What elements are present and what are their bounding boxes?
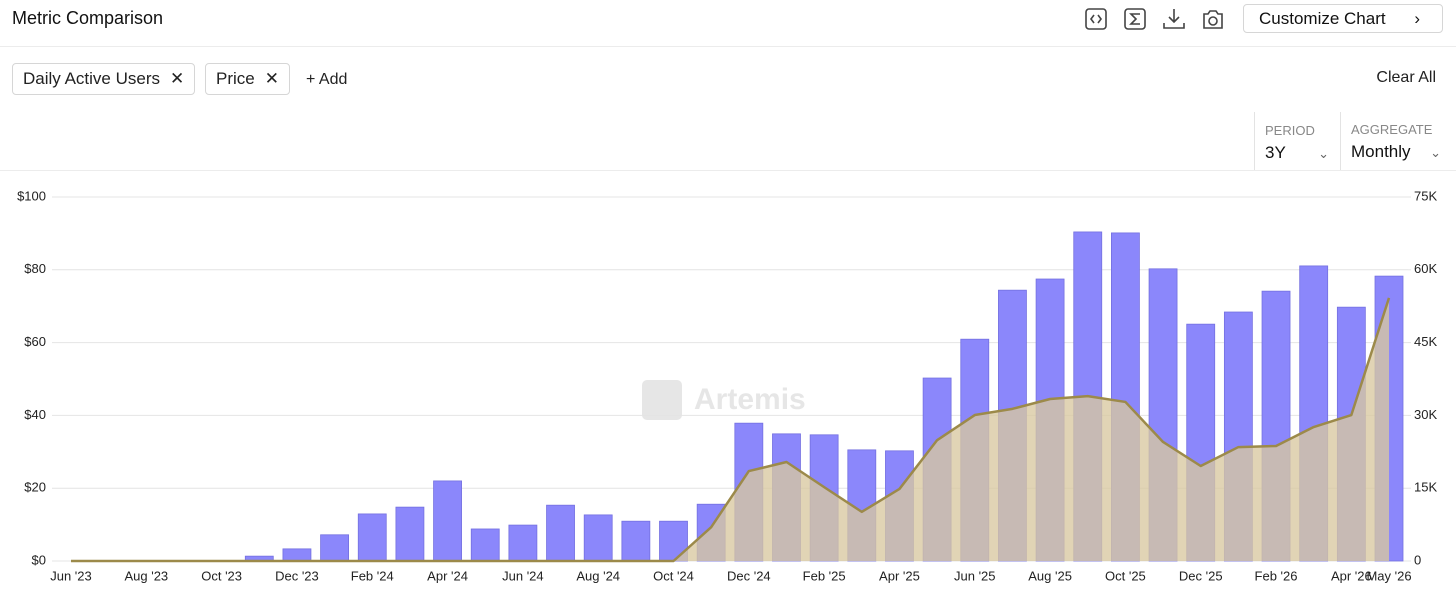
- bar: [357, 513, 387, 562]
- chevron: ⌄: [1318, 146, 1329, 161]
- divider: [0, 46, 1456, 47]
- bar: [320, 534, 350, 562]
- y2-tick-label: 0: [1414, 552, 1421, 567]
- formula-icon[interactable]: [1124, 8, 1146, 30]
- select-value: 3Y: [1265, 143, 1286, 162]
- y2-tick-label: 60K: [1414, 261, 1437, 276]
- y-tick-label: $0: [32, 552, 46, 567]
- divider: [0, 170, 1456, 171]
- metric-chip[interactable]: Price ✕: [205, 63, 290, 95]
- page-title: Metric Comparison: [12, 8, 164, 28]
- chevron: ⌄: [1430, 145, 1441, 160]
- x-tick-label: Feb '24: [351, 568, 394, 583]
- y-tick-label: $40: [24, 407, 46, 422]
- bar: [583, 514, 613, 562]
- y2-tick-label: 75K: [1414, 188, 1437, 203]
- aggregate-select[interactable]: Monthly ⌄: [1351, 142, 1441, 162]
- customize-chart-button[interactable]: Customize Chart ›: [1243, 4, 1443, 33]
- bar: [546, 504, 575, 562]
- y2-tick-label: 15K: [1414, 480, 1437, 495]
- bar: [470, 528, 500, 562]
- camera-icon[interactable]: [1203, 10, 1223, 29]
- chip-label: Price: [216, 69, 255, 88]
- bar: [433, 480, 462, 562]
- toolbar-icons: [1085, 8, 1223, 30]
- watermark: Artemis: [694, 383, 806, 416]
- x-tick-label: Aug '24: [576, 568, 620, 583]
- x-tick-label: Jun '24: [502, 568, 544, 583]
- remove-icon[interactable]: ✕: [169, 69, 185, 88]
- x-tick-label: Dec '24: [727, 568, 771, 583]
- bar: [282, 548, 312, 562]
- y2-tick-label: 30K: [1414, 407, 1437, 422]
- x-tick-label: Oct '24: [653, 568, 694, 583]
- x-tick-label: Apr '26: [1331, 568, 1372, 583]
- separator: [1340, 112, 1341, 170]
- x-tick-label: Jun '25: [954, 568, 996, 583]
- button-label: Customize Chart: [1259, 8, 1386, 28]
- line: [71, 297, 1391, 563]
- period-label: PERIOD: [1265, 123, 1315, 138]
- x-tick-label: Apr '24: [427, 568, 468, 583]
- x-tick-label: Jun '23: [50, 568, 92, 583]
- y-tick-label: $80: [24, 261, 46, 276]
- x-tick-label: Aug '23: [124, 568, 168, 583]
- period-select[interactable]: 3Y ⌄: [1265, 143, 1329, 163]
- remove-icon[interactable]: ✕: [264, 69, 279, 88]
- download-icon[interactable]: [1163, 9, 1185, 29]
- bar: [621, 520, 651, 562]
- clear-all-button[interactable]: Clear All: [1376, 69, 1436, 86]
- separator: [1254, 112, 1255, 170]
- add-button[interactable]: + Add: [306, 71, 348, 88]
- x-tick-label: Feb '25: [803, 568, 846, 583]
- x-tick-label: Oct '25: [1105, 568, 1146, 583]
- x-tick-label: Feb '26: [1255, 568, 1298, 583]
- metric-chip[interactable]: Daily Active Users ✕: [12, 63, 196, 95]
- x-tick-label: Dec '25: [1179, 568, 1223, 583]
- y-tick-label: $100: [17, 188, 46, 203]
- area: [71, 297, 1389, 561]
- chip-label: Daily Active Users: [23, 69, 160, 88]
- embed-icon[interactable]: [1085, 8, 1107, 30]
- x-tick-label: Oct '23: [201, 568, 242, 583]
- select-value: Monthly: [1351, 142, 1411, 161]
- x-tick-label: Aug '25: [1028, 568, 1072, 583]
- x-tick-label: Apr '25: [879, 568, 920, 583]
- aggregate-label: AGGREGATE: [1351, 122, 1433, 137]
- bar: [508, 524, 538, 562]
- y-tick-label: $20: [24, 480, 46, 495]
- x-tick-label: Dec '23: [275, 568, 319, 583]
- bar: [395, 506, 425, 562]
- x-tick-label: May '26: [1366, 568, 1411, 583]
- y2-tick-label: 45K: [1414, 334, 1437, 349]
- y-tick-label: $60: [24, 334, 46, 349]
- watermark-logo: [642, 380, 682, 420]
- chevron: ›: [1414, 8, 1420, 28]
